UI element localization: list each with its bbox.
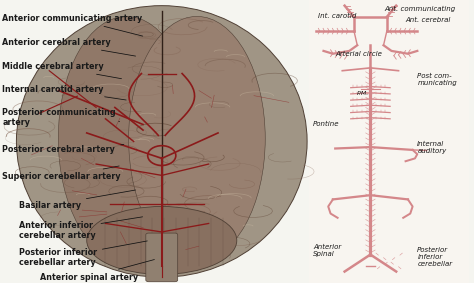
Text: Int. carotid: Int. carotid — [318, 12, 356, 19]
Text: Anterior spinal artery: Anterior spinal artery — [40, 260, 155, 282]
Text: Posterior inferior
cerebellar artery: Posterior inferior cerebellar artery — [19, 241, 147, 267]
Text: Ant. communicating: Ant. communicating — [384, 6, 456, 12]
Text: Posterior
inferior
cerebellar: Posterior inferior cerebellar — [417, 247, 452, 267]
Ellipse shape — [87, 207, 237, 275]
Ellipse shape — [58, 16, 195, 261]
Text: Superior cerebellar artery: Superior cerebellar artery — [2, 166, 121, 181]
Text: Internal
auditory: Internal auditory — [417, 141, 447, 154]
Text: P.M.: P.M. — [357, 91, 370, 97]
FancyBboxPatch shape — [310, 0, 469, 283]
Text: Ant. cerebral: Ant. cerebral — [406, 17, 451, 23]
Text: Anterior
Spinal: Anterior Spinal — [313, 244, 341, 257]
Ellipse shape — [128, 16, 265, 261]
Text: Anterior communicating artery: Anterior communicating artery — [2, 14, 143, 36]
Text: Anterior inferior
cerebellar artery: Anterior inferior cerebellar artery — [19, 217, 143, 240]
Text: Pontine: Pontine — [313, 121, 340, 127]
Text: Posterior communicating
artery: Posterior communicating artery — [2, 108, 119, 127]
Text: Basilar artery: Basilar artery — [19, 190, 136, 210]
FancyBboxPatch shape — [146, 233, 178, 282]
Text: Anterior cerebral artery: Anterior cerebral artery — [2, 38, 136, 56]
Text: Internal carotid artery: Internal carotid artery — [2, 85, 126, 100]
Ellipse shape — [17, 6, 307, 277]
Text: Posterior cerebral artery: Posterior cerebral artery — [2, 145, 124, 155]
Text: Middle cerebral artery: Middle cerebral artery — [2, 62, 121, 79]
Text: Post com-
municating: Post com- municating — [417, 73, 457, 86]
Text: Arterial circle: Arterial circle — [335, 51, 382, 57]
